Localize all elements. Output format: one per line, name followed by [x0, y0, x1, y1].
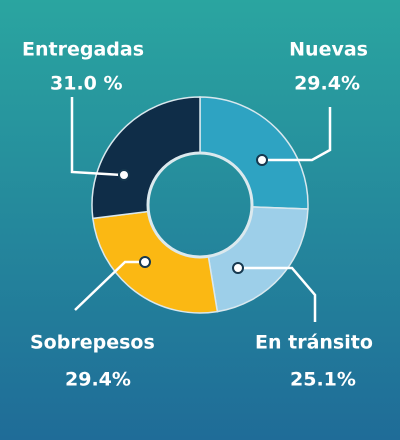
category-label: Entregadas — [22, 39, 144, 61]
category-label: En tránsito — [255, 332, 373, 354]
leader-dot — [256, 154, 268, 166]
value-label: 31.0 % — [50, 73, 123, 95]
value-label: 29.4% — [294, 73, 360, 95]
leader-line — [74, 260, 143, 311]
leader-line — [240, 266, 317, 322]
donut-hole-ring — [146, 151, 254, 259]
category-label: Sobrepesos — [30, 332, 155, 354]
leader-dot — [118, 169, 130, 181]
donut — [91, 96, 309, 314]
leader-line — [70, 97, 123, 177]
value-label: 29.4% — [65, 369, 131, 391]
value-label: 25.1% — [290, 369, 356, 391]
category-label: Nuevas — [289, 39, 368, 61]
labels: Nuevas 29.4% En tránsito 25.1% Sobrepesos 29.… — [22, 39, 373, 391]
leader-dot — [139, 256, 151, 268]
leader-dot — [232, 262, 244, 274]
leader-line — [264, 107, 332, 162]
